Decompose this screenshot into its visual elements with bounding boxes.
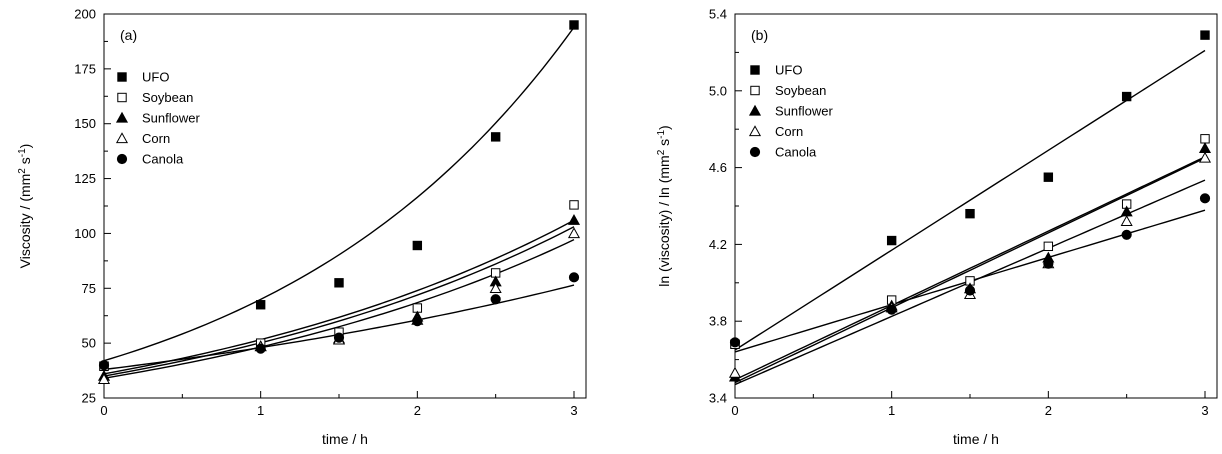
data-point-ufo — [1043, 172, 1054, 182]
legend-marker-ufo — [117, 72, 127, 82]
data-point-ufo — [490, 132, 501, 142]
legend-marker-ufo — [750, 65, 760, 75]
data-point-canola — [333, 332, 345, 343]
legend-marker-sunflower — [115, 111, 129, 123]
legend-label-canola: Canola — [775, 145, 817, 160]
legend-marker-canola — [749, 146, 761, 158]
data-point-canola — [255, 343, 266, 354]
data-point-canola — [98, 359, 110, 371]
data-point-sunflower — [1198, 142, 1212, 154]
legend-marker-corn — [115, 132, 129, 144]
legend-label-canola: Canola — [142, 152, 184, 167]
y-axis-title-b: ln (viscosity) / ln (mm2 s-1) — [656, 125, 672, 286]
y-tick-label: 200 — [74, 7, 96, 22]
fit-line-sunflower — [734, 157, 1206, 384]
legend-label-sunflower: Sunflower — [775, 104, 833, 119]
data-point-soybean — [1043, 241, 1054, 252]
fit-line-ufo — [103, 26, 575, 362]
x-axis-title-a: time / h — [322, 431, 368, 447]
data-point-corn — [728, 366, 742, 378]
data-point-corn — [1120, 215, 1133, 227]
plot-frame-a — [103, 13, 587, 399]
data-point-canola — [490, 294, 501, 305]
fit-curves-a — [103, 26, 575, 379]
y-tick-label: 25 — [82, 391, 96, 406]
data-point-ufo — [255, 300, 266, 310]
x-axis-title-b: time / h — [953, 431, 999, 447]
data-point-canola — [1199, 193, 1211, 204]
y-tick-label: 75 — [82, 281, 96, 296]
data-point-ufo — [1121, 91, 1132, 102]
data-point-ufo — [965, 208, 975, 219]
data-point-canola — [1043, 258, 1054, 269]
data-point-ufo — [334, 278, 344, 288]
y-tick-label: 5.0 — [709, 83, 727, 98]
y-tick-label: 175 — [74, 61, 96, 76]
y-tick-label: 100 — [74, 226, 96, 241]
legend-label-ufo: UFO — [775, 63, 802, 78]
y-tick-label: 150 — [74, 116, 96, 131]
data-point-canola — [964, 285, 976, 296]
legend-b: UFO Soybean Sunflower Corn Canola — [748, 63, 833, 160]
y-tick-label: 4.6 — [709, 160, 727, 175]
data-point-sunflower — [567, 214, 581, 225]
x-tick-label: 1 — [888, 403, 895, 418]
legend-label-corn: Corn — [775, 124, 803, 139]
x-tick-label: 0 — [731, 403, 738, 418]
y-tick-label: 3.4 — [709, 391, 727, 406]
data-point-soybean — [1200, 134, 1210, 144]
fit-line-soybean — [103, 219, 575, 375]
legend-label-soybean: Soybean — [142, 90, 193, 105]
data-point-canola — [886, 304, 897, 315]
chart-panel-a: (a) time / h Viscosity / (mm2 s-1) 0 1 2 3 2… — [17, 7, 587, 447]
x-tick-label: 1 — [257, 403, 264, 418]
data-point-corn — [1198, 151, 1212, 163]
data-point-ufo — [1200, 30, 1210, 40]
data-point-canola — [1121, 229, 1132, 240]
y-axis-title-a: Viscosity / (mm2 s-1) — [17, 144, 33, 269]
legend-marker-soybean — [117, 92, 127, 103]
x-tick-label: 3 — [570, 403, 577, 418]
data-point-soybean — [569, 200, 579, 210]
legend-marker-corn — [748, 125, 762, 137]
panel-label-b: (b) — [751, 27, 768, 43]
legend-marker-sunflower — [748, 104, 762, 116]
legend-label-soybean: Soybean — [775, 83, 826, 98]
legend-a: UFO Soybean Sunflower Corn Canola — [115, 70, 200, 167]
x-tick-label: 2 — [414, 403, 421, 418]
data-point-canola — [729, 337, 741, 348]
legend-label-corn: Corn — [142, 131, 170, 146]
x-tick-label: 0 — [100, 403, 107, 418]
data-point-corn — [97, 373, 111, 385]
legend-marker-canola — [116, 153, 128, 165]
data-point-canola — [568, 272, 580, 283]
y-tick-label: 125 — [74, 171, 96, 186]
axis-ticks-a: 0 1 2 3 25 50 75 100 125 150 175 200 — [74, 7, 577, 419]
data-points-b — [728, 30, 1212, 382]
legend-label-sunflower: Sunflower — [142, 111, 200, 126]
fit-line-soybean — [734, 156, 1206, 381]
y-tick-label: 3.8 — [709, 314, 727, 329]
data-point-ufo — [412, 240, 423, 251]
panel-label-a: (a) — [120, 27, 137, 43]
x-tick-label: 2 — [1045, 403, 1052, 418]
fit-line-sunflower — [103, 226, 575, 377]
data-point-ufo — [886, 235, 897, 246]
y-tick-label: 4.2 — [709, 237, 727, 252]
y-tick-label: 50 — [82, 336, 96, 351]
chart-panel-b: (b) time / h ln (viscosity) / ln (mm2 s-… — [656, 7, 1218, 447]
legend-marker-soybean — [750, 85, 760, 96]
data-point-corn — [489, 282, 502, 293]
legend-label-ufo: UFO — [142, 70, 169, 85]
data-point-ufo — [569, 20, 579, 30]
data-point-corn — [567, 227, 581, 239]
x-tick-label: 3 — [1201, 403, 1208, 418]
axis-ticks-b: 0 1 2 3 3.4 3.8 4.2 4.6 5.0 5.4 — [709, 7, 1209, 419]
y-tick-label: 5.4 — [709, 7, 727, 22]
data-point-canola — [412, 316, 423, 327]
data-points-a — [97, 20, 581, 385]
